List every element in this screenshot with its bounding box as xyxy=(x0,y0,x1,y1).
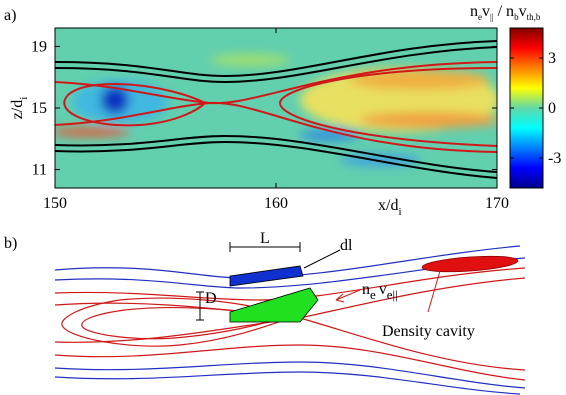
label-part: z/d xyxy=(9,100,26,120)
y-tick-label: 19 xyxy=(31,38,47,55)
heatmap xyxy=(55,28,497,188)
x-tick-label: 170 xyxy=(485,195,509,212)
x-axis-label: x/di xyxy=(378,197,402,218)
label-part: v xyxy=(482,3,490,20)
colorbar-tick-label: -3 xyxy=(548,150,561,167)
label-part: v xyxy=(519,3,527,20)
label-sub: || xyxy=(490,12,494,22)
width-label: D xyxy=(205,290,217,307)
label-part: v xyxy=(379,281,387,298)
colorbar xyxy=(509,27,544,189)
y-tick-label: 11 xyxy=(32,162,47,179)
label-part: n xyxy=(362,281,370,298)
label-sub: th,b xyxy=(527,12,541,22)
length-label: L xyxy=(260,230,270,247)
label-sub: b xyxy=(514,12,519,22)
y-axis-label: z/di xyxy=(9,97,30,120)
schematic: b) L dl D ne ve|| Density cavity xyxy=(4,230,526,395)
label-sub: e xyxy=(478,12,482,22)
panel-label: a) xyxy=(4,7,16,24)
label-sub: e|| xyxy=(387,287,398,302)
label-sub: i xyxy=(398,206,401,218)
y-tick-label: 15 xyxy=(31,100,47,117)
label-part: x/d xyxy=(378,197,398,214)
flow-label: ne ve|| xyxy=(362,281,398,302)
cavity-label: Density cavity xyxy=(382,323,475,340)
label-part: / n xyxy=(494,3,514,20)
label-sub: i xyxy=(18,97,30,100)
label-part: n xyxy=(470,3,478,20)
panel-label: b) xyxy=(4,235,17,252)
colorbar-tick-label: 3 xyxy=(548,50,556,67)
colorbar-label: nev|| / nbvth,b xyxy=(470,3,541,22)
label-sub: e xyxy=(370,287,376,302)
colorbar-tick-label: 0 xyxy=(548,100,556,117)
x-tick-label: 150 xyxy=(43,195,67,212)
element-label: dl xyxy=(340,237,353,254)
x-tick-label: 160 xyxy=(264,195,288,212)
